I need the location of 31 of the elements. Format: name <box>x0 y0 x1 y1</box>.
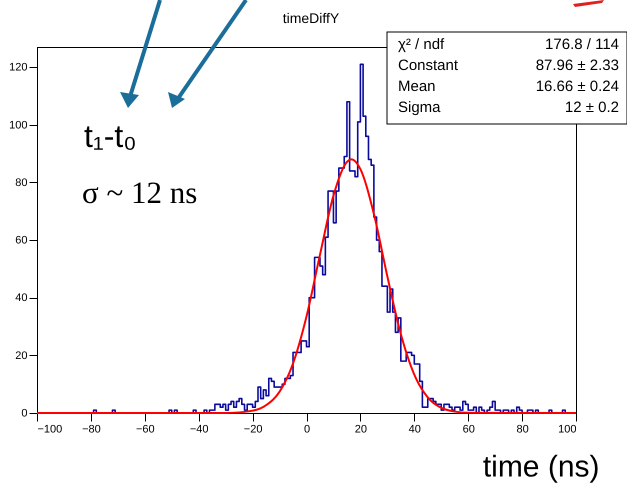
annotation: 87.96 ± 2.33 <box>536 57 619 74</box>
x-axis-title: time (ns) <box>482 450 600 484</box>
x-tick-label: −100 <box>38 424 62 436</box>
annotation: χ² / ndf <box>398 36 446 53</box>
x-tick-label: −60 <box>136 424 155 436</box>
y-tick-label: 100 <box>9 119 28 132</box>
annotation: Sigma <box>398 99 442 116</box>
chart-title: timeDiffY <box>282 10 340 26</box>
x-tick-label: 60 <box>462 424 475 436</box>
x-tick-label: −20 <box>244 424 262 436</box>
annotation: Constant <box>398 57 459 74</box>
y-tick-label: 80 <box>15 176 28 189</box>
x-tick-label: 40 <box>408 424 421 436</box>
x-tick-label: −80 <box>82 424 101 436</box>
y-tick-label: 120 <box>9 62 28 74</box>
x-tick-label: 100 <box>558 424 576 436</box>
annotation: 12 ± 0.2 <box>564 99 619 116</box>
x-tick-label: 0 <box>304 424 310 436</box>
annotation: σ ~ 12 ns <box>82 175 198 210</box>
annotation: 176.8 / 114 <box>545 36 619 53</box>
annotation: 16.66 ± 0.24 <box>536 78 619 95</box>
annotation: Mean <box>398 78 436 95</box>
x-tick-label: −40 <box>190 424 209 436</box>
y-tick-label: 60 <box>15 234 28 247</box>
annotation: t₁-t₀ <box>84 118 137 154</box>
y-tick-label: 0 <box>21 408 28 420</box>
y-tick-label: 40 <box>15 292 28 304</box>
line-series <box>36 158 577 414</box>
x-tick-label: 20 <box>354 424 368 436</box>
y-tick-label: 20 <box>15 350 28 362</box>
x-tick-label: 80 <box>516 424 529 436</box>
